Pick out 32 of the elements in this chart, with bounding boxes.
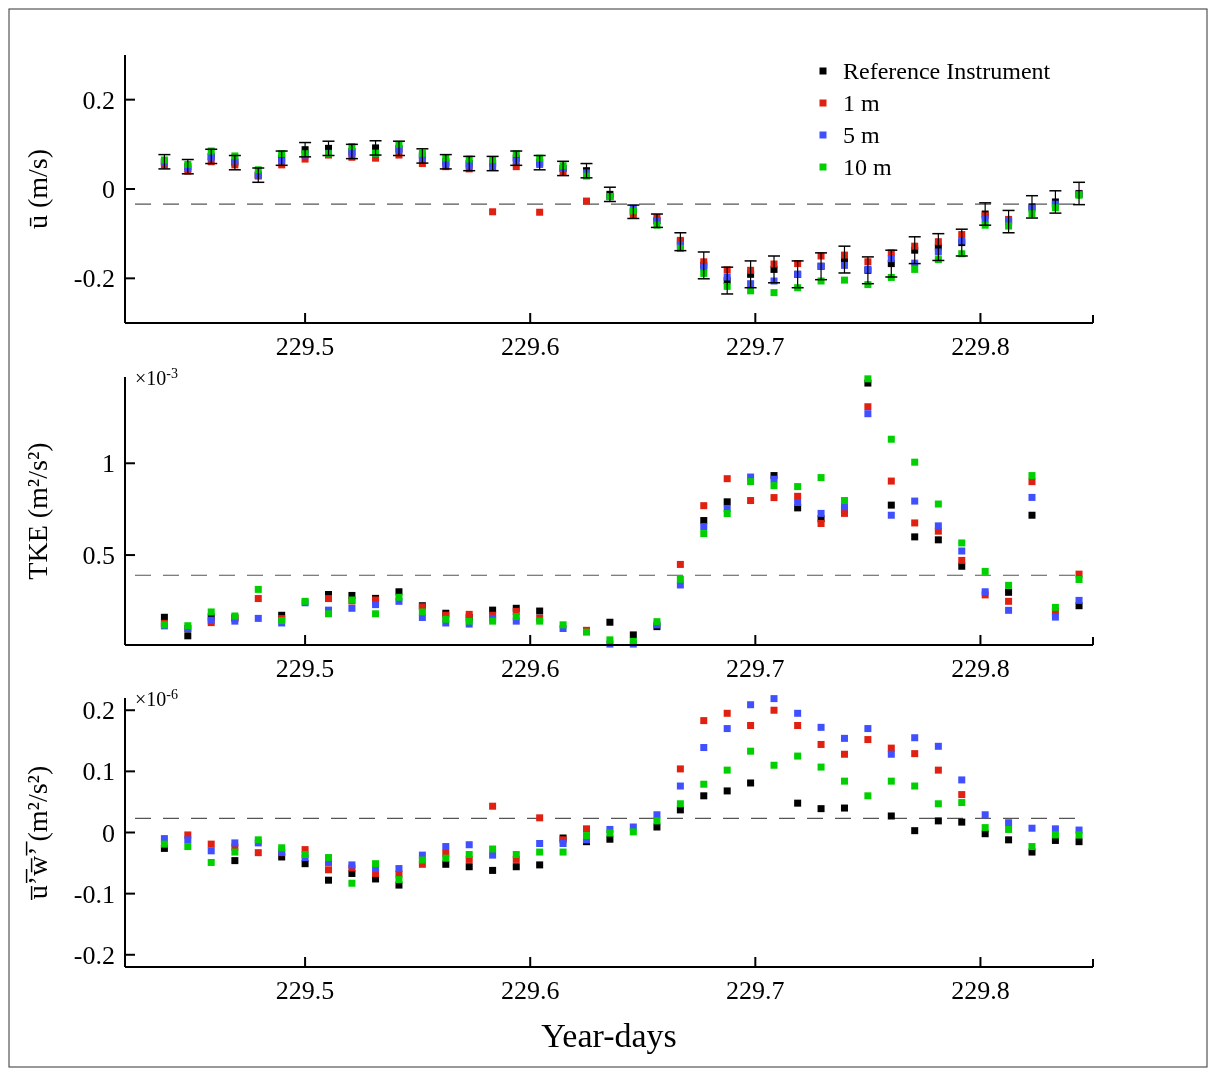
y-tick-label: 0: [102, 818, 115, 848]
y-tick-label: -0.1: [73, 879, 115, 909]
y-tick-label: 0.2: [82, 696, 115, 726]
x-tick-label: 229.8: [951, 332, 1010, 361]
x-tick-label: 229.6: [500, 654, 560, 683]
x-tick-label: 229.8: [951, 654, 1010, 683]
legend-label: 5 m: [843, 122, 880, 148]
x-tick-label: 229.7: [726, 976, 785, 1005]
y-tick-label: 0: [102, 175, 115, 204]
y-axis-title: TKE (m²/s²): [22, 442, 53, 580]
x-tick-label: 229.5: [275, 976, 335, 1005]
legend-label: 1 m: [843, 90, 880, 116]
y-axis-title: ū (m/s): [22, 148, 53, 230]
x-tick-label: 229.5: [275, 654, 335, 683]
y-axis-title: u̅’̅w̅’̅ (m²/s²): [22, 765, 53, 902]
x-tick-label: 229.7: [726, 654, 785, 683]
x-axis-title: Year-days: [541, 1017, 677, 1054]
annotation: ×10$^{-3}$: [135, 365, 178, 389]
legend-label: Reference Instrument: [843, 58, 1051, 84]
x-tick-label: 229.8: [951, 976, 1010, 1005]
y-tick-label: -0.2: [73, 940, 115, 970]
legend-label: 10 m: [843, 154, 892, 180]
y-tick-label: 0.1: [82, 757, 115, 787]
y-tick-label: 0.2: [82, 85, 115, 115]
y-tick-label: 1: [102, 449, 115, 479]
x-tick-label: 229.6: [500, 976, 560, 1005]
annotation: ×10$^{-6}$: [135, 686, 178, 710]
y-tick-label: 0.5: [82, 541, 115, 571]
x-tick-label: 229.5: [275, 332, 335, 361]
x-tick-label: 229.7: [726, 332, 785, 361]
y-tick-label: -0.2: [73, 264, 115, 294]
x-tick-label: 229.6: [500, 332, 560, 361]
